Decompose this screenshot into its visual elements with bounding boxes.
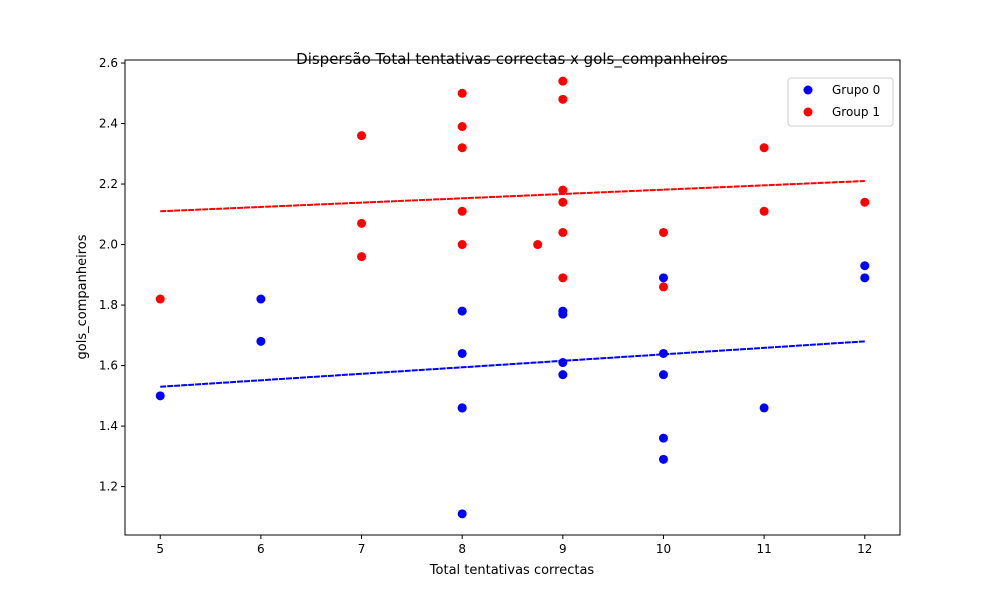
point-series-0 [658,370,668,380]
point-series-1 [558,94,568,104]
point-series-1 [558,185,568,195]
y-axis-label: gols_companheiros [75,234,90,359]
legend-label: Group 1 [832,105,880,119]
legend: Grupo 0 Group 1 [787,77,894,127]
x-tick-label: 8 [458,542,466,556]
y-tick-label: 2.4 [99,117,118,131]
point-series-0 [860,273,870,283]
data-points [155,76,870,519]
x-tick-label: 7 [358,542,366,556]
point-series-0 [256,294,266,304]
x-tick-label: 12 [857,542,872,556]
y-tick-label: 1.4 [99,419,118,433]
point-series-0 [457,403,467,413]
trendline-series-1 [160,180,865,213]
point-series-0 [658,433,668,443]
point-series-1 [658,227,668,237]
point-series-1 [457,143,467,153]
y-tick-label: 2.2 [99,177,118,191]
point-series-1 [457,122,467,132]
y-tick-label: 1.6 [99,359,118,373]
point-series-1 [533,240,543,250]
x-tick-label: 9 [559,542,567,556]
x-tick-label: 10 [656,542,671,556]
legend-marker [803,85,813,95]
trendline-series-0 [160,340,865,388]
y-tick-label: 2.0 [99,238,118,252]
point-series-0 [457,306,467,316]
point-series-1 [457,88,467,98]
legend-marker [803,107,813,117]
point-series-1 [558,227,568,237]
point-series-1 [558,197,568,207]
legend-box [787,77,894,127]
point-series-0 [457,509,467,519]
point-series-1 [357,131,367,141]
point-series-0 [558,370,568,380]
point-series-0 [658,348,668,358]
point-series-1 [759,206,769,216]
point-series-0 [658,273,668,283]
point-series-1 [759,143,769,153]
x-tick-label: 5 [156,542,164,556]
y-tick-label: 1.2 [99,480,118,494]
point-series-0 [658,454,668,464]
y-tick-label: 2.6 [99,56,118,70]
point-series-0 [256,336,266,346]
point-series-0 [860,261,870,271]
point-series-1 [457,240,467,250]
point-series-0 [558,358,568,368]
x-axis-label: Total tentativas correctas [429,563,595,578]
legend-label: Grupo 0 [832,83,880,97]
trendlines [160,180,865,388]
point-series-1 [457,206,467,216]
x-axis: 5 6 7 8 9 10 11 12 [156,535,872,556]
point-series-1 [860,197,870,207]
point-series-0 [759,403,769,413]
y-axis: 1.2 1.4 1.6 1.8 2.0 2.2 2.4 2.6 [99,56,125,494]
point-series-1 [558,273,568,283]
point-series-0 [457,348,467,358]
x-tick-label: 6 [257,542,265,556]
point-series-0 [155,391,165,401]
y-tick-label: 1.8 [99,298,118,312]
point-series-1 [658,282,668,292]
point-series-0 [558,309,568,319]
plot-area [124,59,901,536]
point-series-1 [357,218,367,228]
point-series-1 [357,252,367,262]
x-tick-label: 11 [756,542,771,556]
point-series-1 [155,294,165,304]
point-series-1 [558,76,568,86]
